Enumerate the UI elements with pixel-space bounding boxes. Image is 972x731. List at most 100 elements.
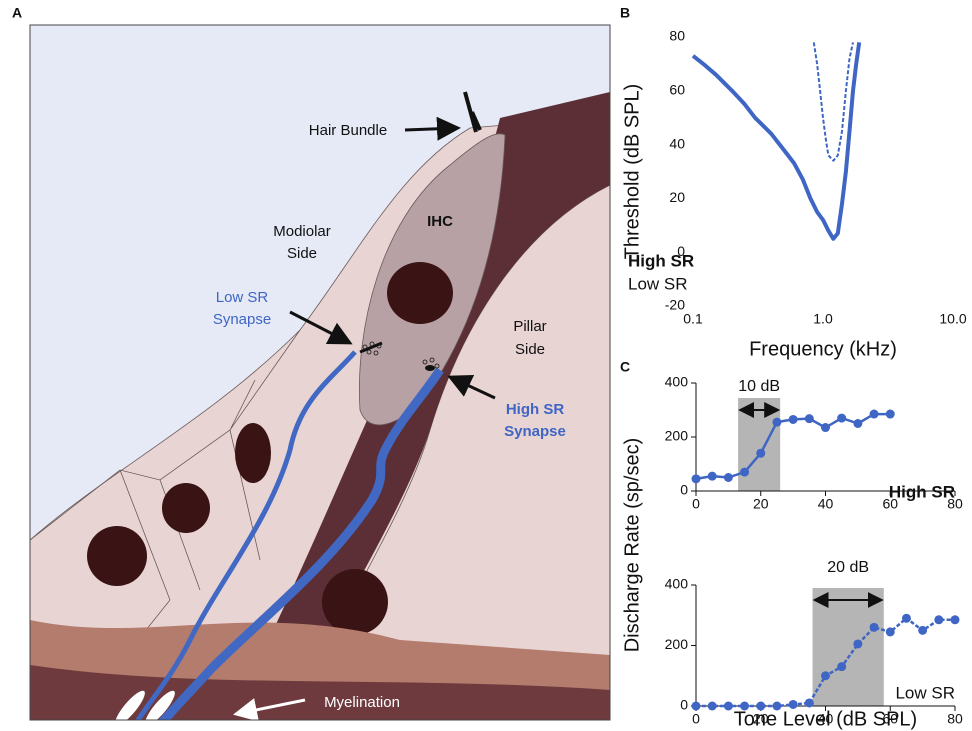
y-tick-label: 400 (665, 374, 689, 390)
point (853, 639, 863, 649)
y-tick-label: 200 (665, 428, 689, 444)
label: Low SR (216, 289, 269, 306)
series-label: Low SR (895, 683, 955, 702)
y-axis-label: Threshold (dB SPL) (621, 84, 643, 260)
point (918, 625, 928, 635)
point (821, 423, 830, 433)
point (788, 699, 798, 709)
legend-entry: High SR (628, 251, 694, 270)
nucleus (387, 262, 453, 324)
band-label: 20 dB (827, 559, 869, 576)
x-tick-label: 0 (692, 496, 700, 512)
arrow (404, 116, 461, 141)
band (738, 398, 781, 491)
y-tick-label: 20 (669, 189, 685, 205)
point (853, 419, 863, 428)
point (756, 701, 766, 711)
point (691, 474, 701, 484)
myelin (115, 690, 145, 720)
panel-letter: C (620, 359, 630, 375)
y-tick-label: 200 (665, 636, 689, 652)
x-axis-label: Tone Level (dB SPL) (734, 708, 917, 730)
label: Myelination (324, 694, 400, 711)
series-line (812, 42, 854, 162)
point (740, 467, 750, 477)
point (934, 615, 944, 625)
x-tick-label: 0 (692, 711, 700, 727)
hair-bundle (463, 91, 482, 133)
vesicles (362, 341, 440, 369)
x-tick-label: 1.0 (813, 311, 833, 327)
label: Pillar (513, 318, 546, 335)
y-tick-label: 0 (680, 697, 688, 713)
panel-frame (29, 24, 611, 721)
label: Modiolar (273, 223, 331, 240)
low-sr-fiber (135, 350, 357, 720)
ribbon (425, 365, 435, 371)
series-label: High SR (889, 482, 955, 501)
label: High SR (506, 401, 564, 418)
x-tick-label: 80 (947, 711, 963, 727)
point (950, 615, 960, 625)
nucleus (162, 483, 210, 533)
x-axis-label: Frequency (kHz) (749, 338, 897, 360)
y-tick-label: 40 (669, 135, 685, 151)
arrow (233, 698, 306, 720)
cell-borders (30, 329, 301, 651)
y-axis-label: Discharge Rate (sp/sec) (621, 438, 643, 653)
label: Side (287, 245, 317, 262)
arrow (447, 375, 496, 400)
series-line (691, 42, 862, 241)
point (788, 414, 798, 424)
point (756, 448, 766, 458)
y-tick-label: 0 (677, 243, 685, 259)
point (723, 701, 733, 711)
y-tick-label: 400 (665, 576, 689, 592)
point (772, 417, 782, 427)
point (804, 414, 814, 424)
ribbon (359, 341, 383, 354)
band-label: 10 dB (738, 378, 780, 395)
point (901, 613, 911, 623)
cochlea-diagram: Hair Bundle IHC Modiolar Side Low SR Syn… (30, 25, 610, 720)
label: IHC (427, 213, 453, 230)
band (812, 588, 884, 706)
point (772, 701, 782, 711)
point (707, 471, 717, 481)
x-tick-label: 60 (882, 496, 898, 512)
y-tick-label: 80 (669, 28, 685, 44)
point (740, 701, 750, 711)
point (821, 671, 830, 681)
nucleus (87, 526, 147, 586)
arrow (289, 310, 353, 345)
point (869, 409, 879, 419)
y-tick-label: -20 (665, 297, 685, 313)
point (804, 698, 814, 708)
high-sr-fiber (158, 367, 444, 720)
x-tick-label: 80 (947, 496, 963, 512)
label: Synapse (504, 423, 566, 440)
legend-entry: Low SR (628, 274, 688, 293)
point (723, 473, 733, 482)
y-tick-label: 0 (680, 482, 688, 498)
panel-letter: A (12, 5, 22, 21)
label: Synapse (213, 311, 271, 328)
x-tick-label: 20 (753, 496, 769, 512)
x-tick-label: 40 (818, 496, 834, 512)
point (885, 627, 895, 637)
point (691, 701, 701, 711)
x-tick-label: 20 (753, 711, 769, 727)
x-tick-label: 40 (818, 711, 834, 727)
y-tick-label: 60 (669, 82, 685, 98)
nucleus (322, 569, 388, 635)
point (837, 662, 847, 672)
label: Side (515, 341, 545, 358)
label: Hair Bundle (309, 122, 387, 139)
x-tick-label: 0.1 (683, 311, 703, 327)
myelin (145, 690, 175, 720)
point (837, 413, 847, 423)
nucleus (235, 423, 271, 483)
x-tick-label: 60 (882, 711, 898, 727)
x-tick-label: 10.0 (939, 311, 966, 327)
